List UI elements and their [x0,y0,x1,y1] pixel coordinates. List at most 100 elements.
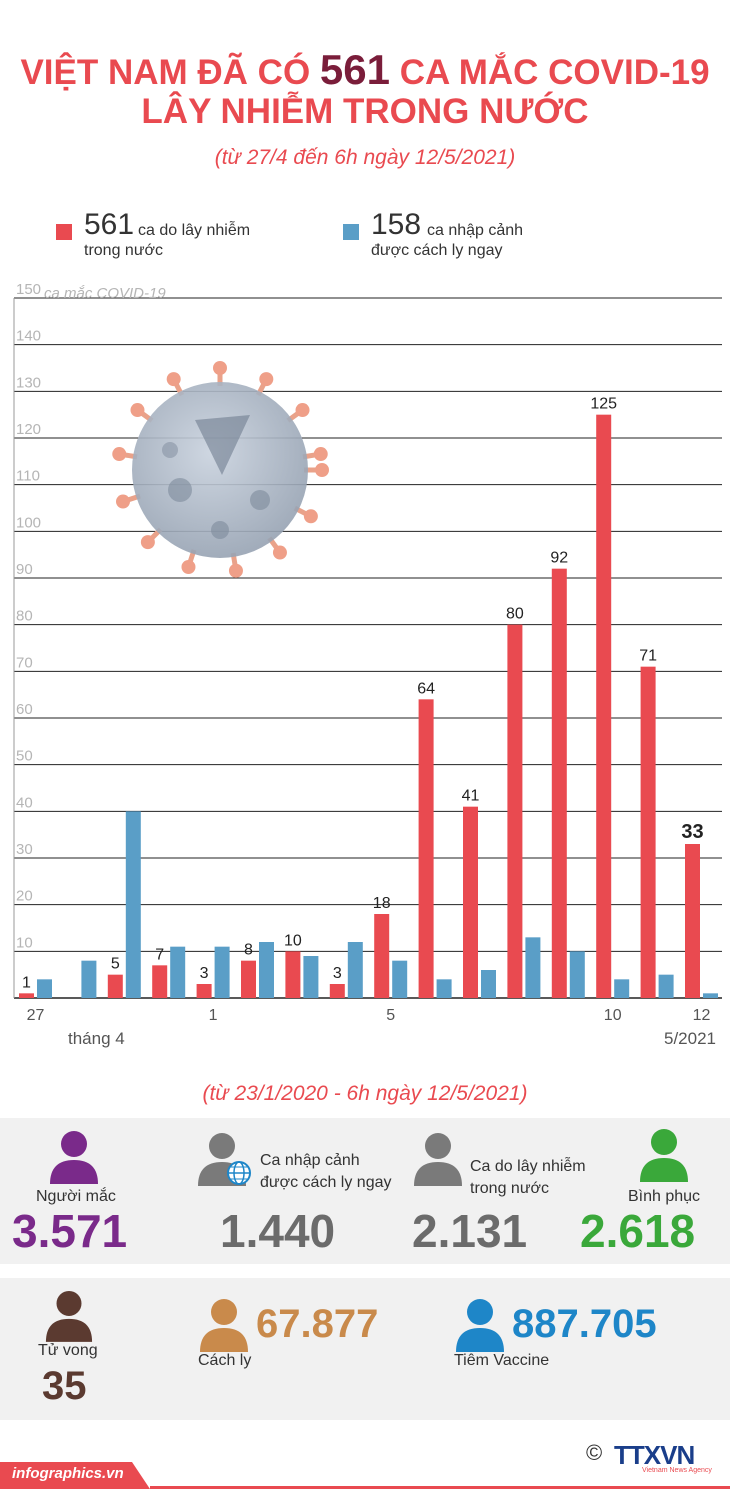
y-tick-label: 110 [16,468,40,485]
bar-imported [481,970,496,998]
virus-spike-tip [166,372,181,387]
agency-sub: Vietnam News Agency [642,1467,712,1474]
bar-domestic-label: 64 [417,680,435,697]
virus-illustration [112,361,329,578]
month-label-right: 5/2021 [664,1029,716,1048]
bar-imported [525,937,541,998]
person-icon [200,1299,248,1352]
month-label-left: tháng 4 [68,1029,125,1048]
virus-spike-tip [115,494,130,509]
y-tick-label: 80 [16,608,33,625]
bar-domestic [152,965,168,998]
virus-spike-tip [140,535,155,550]
imported-value: 1.440 [220,1205,336,1257]
infected-value: 3.571 [12,1205,128,1257]
legend-domestic-line2: trong nước [84,242,164,259]
bar-imported [658,974,674,998]
y-tick-label: 70 [16,654,33,671]
imported-label-line2: được cách ly ngay [260,1174,392,1191]
y-tick-label: 20 [16,888,33,905]
virus-spike-tip [295,403,310,418]
bar-domestic [640,666,656,998]
bar-imported [125,811,141,998]
virus-spike-tip [303,509,318,524]
bar-domestic-label: 92 [550,550,568,567]
y-tick-label: 100 [16,514,41,531]
bar-domestic [19,993,34,998]
quarantine-value: 67.877 [256,1302,379,1346]
y-tick-label: 140 [16,328,41,345]
vaccine-value: 887.705 [512,1302,657,1346]
bar-imported [81,960,97,998]
bar-imported [347,942,363,998]
legend-domestic-number: 561 [84,208,135,241]
y-tick-label: 150 [16,281,41,298]
y-tick-label: 90 [16,561,33,578]
footer-site[interactable]: infographics.vn [12,1465,124,1482]
bar-domestic [685,844,700,998]
bar-domestic [285,951,301,998]
page-title-line2: LÂY NHIỄM TRONG NƯỚC [141,92,589,131]
x-tick-label: 5 [386,1007,395,1024]
x-tick-label: 12 [693,1007,711,1024]
person-icon [414,1133,462,1186]
bar-domestic-label: 125 [590,396,617,413]
bar-domestic [507,624,523,998]
domestic-label-line2: trong nước [470,1180,550,1197]
copyright-icon: © [586,1440,603,1465]
y-tick-label: 10 [16,934,33,951]
y-tick-label: 30 [16,841,33,858]
bar-domestic-label: 3 [200,965,209,982]
bar-imported [436,979,452,998]
legend-imported-line1: ca nhập cảnh [427,222,524,239]
virus-spike-tip [228,563,243,578]
deaths-label: Tử vong [38,1342,98,1359]
bar-domestic [596,414,612,998]
deaths-value: 35 [42,1364,87,1408]
page-subtitle: (từ 27/4 đến 6h ngày 12/5/2021) [214,146,516,169]
bar-domestic-label: 10 [284,932,302,949]
virus-spike-tip [112,447,127,462]
y-axis-label: ca mắc COVID-19 [44,285,166,302]
bar-domestic [463,806,478,998]
bar-imported [170,946,186,998]
recovered-value: 2.618 [580,1205,696,1257]
legend-imported-number: 158 [371,208,422,241]
virus-spike-tip [313,447,328,462]
x-tick-label: 10 [604,1007,622,1024]
y-tick-label: 40 [16,794,33,811]
imported-label-line1: Ca nhập cảnh [260,1152,360,1169]
agency-logo: TTXVN [614,1440,695,1470]
legend-domestic-line1: ca do lây nhiễm [138,222,251,239]
legend-swatch-imported [343,224,359,240]
bar-imported [569,951,585,998]
person-icon [45,1290,93,1342]
y-tick-label: 50 [16,748,33,765]
bar-domestic [329,984,345,998]
legend-imported-line2: được cách ly ngay [371,242,503,259]
bar-domestic-label: 8 [244,942,253,959]
footer-divider [150,1486,730,1489]
bar-domestic [551,568,567,998]
bar-domestic-label: 33 [681,821,703,843]
domestic-value: 2.131 [412,1205,528,1257]
person-icon [640,1129,688,1182]
bar-imported [703,993,718,998]
bar-domestic-label: 80 [506,606,524,623]
person-icon [456,1299,504,1352]
bar-domestic-label: 18 [373,895,391,912]
title-number: 561 [319,46,390,93]
page-title: VIỆT NAM ĐÃ CÓ 561 CA MẮC COVID-19 [0,46,730,94]
bar-imported [214,946,230,998]
y-tick-label: 60 [16,701,33,718]
y-tick-label: 130 [16,374,41,391]
bar-domestic [196,984,212,998]
bar-domestic-label: 3 [333,965,342,982]
recovered-label: Bình phục [628,1188,701,1205]
virus-spike-tip [213,361,227,375]
person-icon [50,1131,98,1184]
virus-spike-tip [130,403,145,418]
legend-swatch-domestic [56,224,72,240]
bar-imported [392,960,408,998]
